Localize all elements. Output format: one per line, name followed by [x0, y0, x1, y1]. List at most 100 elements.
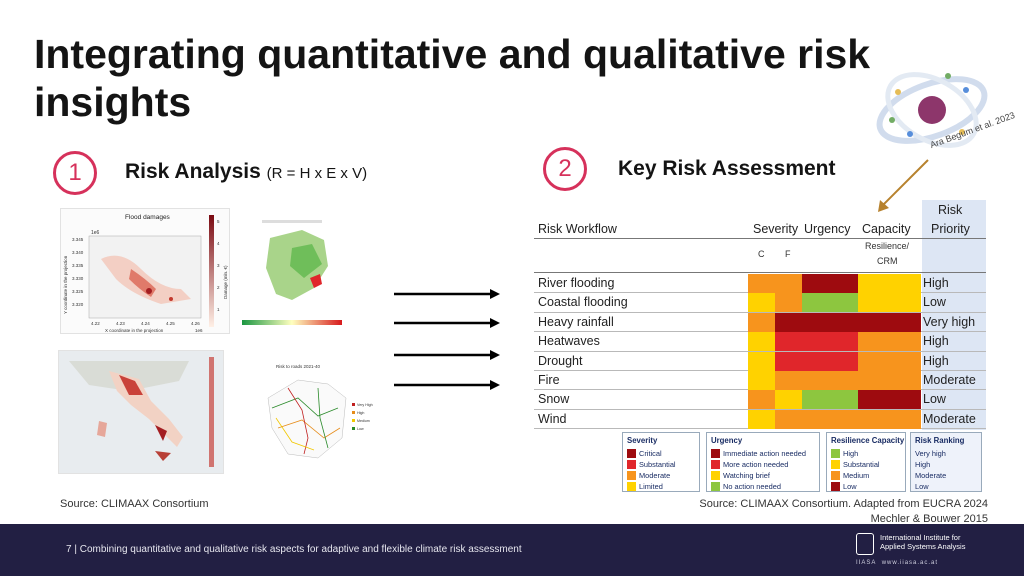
risk-formula: (R = H x E x V): [266, 165, 368, 182]
flood-ytick: 3.345: [72, 237, 84, 242]
roads-title: Risk to roads 2021-40: [276, 364, 321, 369]
row-label: River flooding: [538, 276, 615, 290]
flood-ytick: 3.320: [72, 302, 84, 307]
risk-priority-value: High: [923, 334, 949, 349]
slide-footer: 7 | Combining quantitative and qualitati…: [0, 524, 1024, 576]
subheader-c: C: [758, 249, 765, 259]
italy-risk-map-thumbnail: [58, 350, 224, 474]
capacity-cell: [858, 293, 921, 313]
severity-c-cell: [748, 274, 775, 293]
severity-c-cell: [748, 390, 775, 410]
severity-f-cell: [775, 332, 802, 352]
key-risk-source-line1: Source: CLIMAAX Consortium. Adapted from…: [699, 498, 988, 510]
row-label: Heavy rainfall: [538, 314, 614, 329]
row-label: Fire: [538, 373, 560, 387]
logo-line1: International Institute for: [880, 533, 961, 542]
header-priority-line2: Priority: [931, 222, 970, 236]
urgency-cell: [802, 371, 858, 390]
capacity-legend-title: Resilience Capacity: [831, 436, 905, 445]
urgency-legend-item: Immediate action needed: [723, 448, 806, 458]
ranking-legend-item: Moderate: [915, 470, 947, 480]
risk-priority-value: Moderate: [923, 411, 976, 426]
severity-f-cell: [775, 409, 802, 429]
severity-legend: Severity Critical Substantial Moderate L…: [622, 432, 700, 492]
urgency-legend-item: Watching brief: [723, 470, 770, 480]
subheader-crm: CRM: [877, 256, 898, 266]
severity-c-cell: [748, 332, 775, 352]
risk-priority-value: High: [923, 276, 949, 290]
flood-cbar-tick: 5: [217, 219, 220, 224]
header-urgency: Urgency: [804, 222, 851, 236]
table-row: Heavy rainfall Very high: [534, 312, 986, 333]
table-row: Coastal flooding Low: [534, 293, 986, 313]
logo-line2: Applied Systems Analysis: [880, 542, 966, 551]
capacity-cell: [858, 390, 921, 410]
urgency-legend: Urgency Immediate action needed More act…: [706, 432, 820, 492]
flood-cbar-tick: 2: [217, 285, 220, 290]
urgency-cell: [802, 293, 858, 313]
flood-xlabel: X coordinate in the projection: [105, 328, 164, 333]
severity-legend-item: Limited: [639, 481, 663, 491]
flood-damages-thumbnail: Flood damages 1e6 3.345 3.340 3.335 3.33…: [60, 208, 230, 334]
risk-analysis-heading: Risk Analysis (R = H x E x V): [125, 160, 367, 184]
logo-acronym: IIASA: [856, 560, 877, 566]
risk-framework-diagram: [876, 72, 988, 148]
roads-legend-item: Low: [357, 427, 364, 431]
subheader-f: F: [785, 249, 791, 259]
risk-priority-value: Very high: [923, 314, 976, 329]
flood-cbar-label: Damage (mln. €): [223, 265, 228, 299]
ranking-legend-title: Risk Ranking: [915, 436, 965, 445]
table-row: Heatwaves High: [534, 332, 986, 352]
severity-legend-title: Severity: [627, 436, 658, 445]
flood-xscale: 1e6: [195, 328, 203, 333]
roads-risk-map-thumbnail: Risk to roads 2021-40 Very High High Med…: [258, 358, 378, 476]
urgency-cell: [802, 409, 858, 429]
table-row: River flooding High: [534, 274, 986, 294]
table-row: Wind Moderate: [534, 409, 986, 430]
capacity-cell: [858, 312, 921, 332]
risk-priority-value: Moderate: [923, 373, 976, 387]
ranking-legend-item: High: [915, 459, 931, 469]
roads-legend-item: Medium: [357, 419, 370, 423]
urgency-cell: [802, 312, 858, 332]
iiasa-logo: International Institute for Applied Syst…: [856, 533, 996, 569]
flood-xtick: 4.23: [116, 321, 125, 326]
flood-ytick: 3.340: [72, 250, 84, 255]
header-workflow: Risk Workflow: [538, 222, 617, 236]
table-row: Fire Moderate: [534, 371, 986, 391]
flood-cbar-tick: 4: [217, 241, 220, 246]
flood-ytick: 3.335: [72, 263, 84, 268]
flood-cbar-tick: 1: [217, 307, 220, 312]
flood-xtick: 4.25: [166, 321, 175, 326]
risk-priority-value: High: [923, 353, 949, 368]
row-label: Snow: [538, 392, 570, 407]
row-label: Heatwaves: [538, 334, 600, 349]
urgency-legend-title: Urgency: [711, 436, 743, 445]
flood-ytick: 3.330: [72, 276, 84, 281]
header-severity: Severity: [753, 222, 799, 236]
capacity-cell: [858, 274, 921, 293]
flood-ylabel: Y coordinate in the projection: [63, 255, 68, 314]
severity-f-cell: [775, 312, 802, 332]
section-2-number: 2: [543, 147, 587, 191]
catalonia-risk-map-thumbnail: [232, 208, 352, 334]
flood-cbar-tick: 3: [217, 263, 220, 268]
severity-c-cell: [748, 409, 775, 429]
key-risk-source: Source: CLIMAAX Consortium. Adapted from…: [660, 497, 988, 527]
flood-xtick: 4.26: [191, 321, 200, 326]
key-risk-table: Risk Workflow Severity Urgency Capacity …: [534, 200, 986, 430]
flow-arrows: [394, 289, 500, 390]
table-row: Drought High: [534, 351, 986, 371]
risk-analysis-title: Risk Analysis: [125, 160, 261, 183]
severity-f-cell: [775, 274, 802, 293]
urgency-cell: [802, 332, 858, 352]
logo-url: www.iiasa.ac.at: [881, 560, 939, 566]
flood-ytick: 3.325: [72, 289, 84, 294]
severity-f-cell: [775, 390, 802, 410]
roads-legend-item: Very High: [357, 403, 373, 407]
severity-legend-item: Moderate: [639, 470, 671, 480]
severity-legend-item: Substantial: [639, 459, 676, 469]
section-1-number: 1: [53, 151, 97, 195]
urgency-cell: [802, 274, 858, 293]
flood-xtick: 4.24: [141, 321, 150, 326]
